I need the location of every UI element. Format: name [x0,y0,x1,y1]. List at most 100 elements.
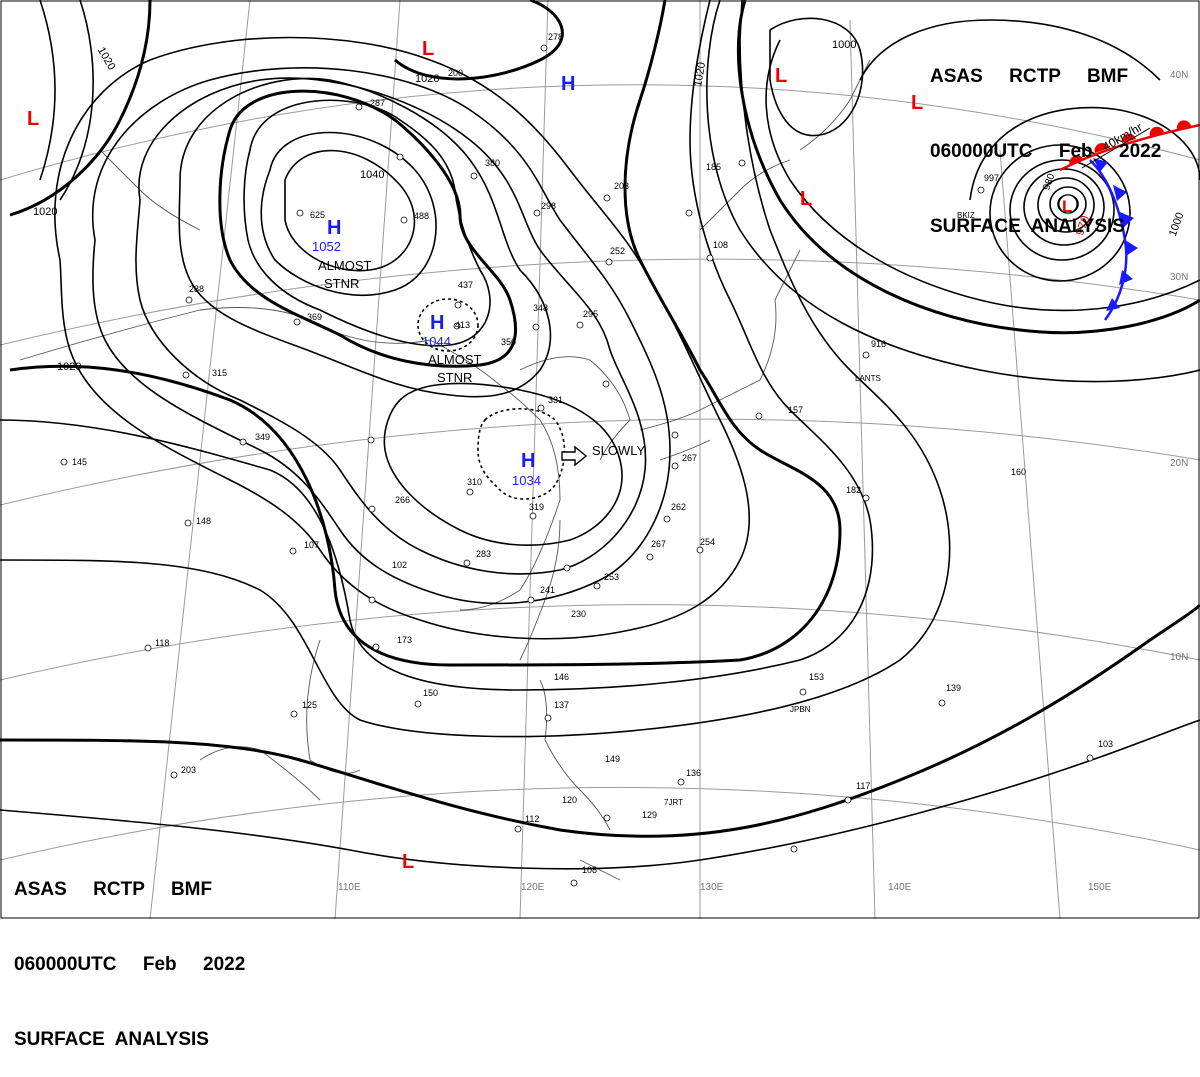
isobar-996-nw [769,17,864,137]
isobar-1048 [260,131,437,296]
dotted-isobars [417,298,566,500]
station-value: 230 [571,609,586,619]
high-pressure-1052: H 1052 ALMOST STNR [312,217,372,291]
station-dot [514,825,522,833]
station-dot [938,699,946,707]
station-value: 185 [706,162,721,172]
station-value: 148 [196,516,211,526]
station-dot [977,186,985,194]
station-value: 916 [871,339,886,349]
isobar-1024 [54,36,751,640]
station-value: 437 [458,280,473,290]
isobar-label: 1040 [360,169,384,181]
station-value: 319 [529,502,544,512]
header-bottom-line1: ASAS RCTP BMF [14,879,213,900]
station-dot [184,519,192,527]
station-value: 200 [448,68,463,78]
header-bottom-line3: SURFACE ANALYSIS [14,1029,209,1050]
station-dot [790,845,798,853]
station-dot [290,710,298,718]
station-dot [844,796,852,804]
longitude-label: 130E [700,882,724,893]
station-dot [696,546,704,554]
station-value: 253 [604,572,619,582]
station-value: 139 [946,683,961,693]
station-value: 182 [846,485,861,495]
station-dot [862,351,870,359]
station-value: 267 [682,453,697,463]
station-dot [544,714,552,722]
isobar-label: 1020 [57,361,81,373]
station-dot [671,462,679,470]
isobar-1032 [135,77,647,575]
low-symbol: L [911,92,923,114]
station-value: 137 [554,700,569,710]
station-dot [677,778,685,786]
station-value: 283 [476,549,491,559]
station-dot [400,216,408,224]
station-value: 145 [72,457,87,467]
low-symbol: L [800,188,812,210]
isobar-low-980 [1037,177,1095,233]
station-dot [144,644,152,652]
low-symbol: L [402,851,414,873]
motion-arrow-icon [561,445,588,467]
longitude-label: 120E [521,882,545,893]
station-dot [593,582,601,590]
station-dot [527,596,535,604]
isobar-left-west [39,0,56,181]
warm-front [1059,120,1200,172]
low-motion-arrow-icon [1081,127,1151,169]
isobar-label: 1020 [692,61,708,87]
low-pressure-symbols: L L L L L L [27,38,923,873]
station-dot [414,700,422,708]
station-dot [396,153,404,161]
motion-note: ALMOST [318,258,372,273]
station-value: 117 [856,781,870,791]
high-pressure-north: H [561,73,575,95]
longitude-label: 150E [1088,882,1112,893]
station-value: 173 [397,635,412,645]
dotted-isobar-1034 [477,407,566,500]
station-value: 331 [548,395,563,405]
station-dot [470,172,478,180]
isobar-label: 1020 [33,206,57,218]
header-top-line2: 060000UTC Feb 2022 [930,141,1162,162]
station-dot [862,494,870,502]
station-value: 380 [485,158,500,168]
high-symbol: H [561,73,575,95]
station-dot [463,559,471,567]
station-value: 136 [686,768,701,778]
station-dot [296,209,304,217]
station-value: 288 [189,284,204,294]
header-top-line1: ASAS RCTP BMF [930,66,1129,87]
high-symbol: H [430,312,444,334]
low-symbol: L [422,38,434,60]
station-value: 108 [713,240,728,250]
station-value: 112 [525,814,539,824]
motion-note: STNR [437,370,472,385]
high-pressure-1034: H 1034 SLOWLY [512,443,646,488]
longitude-labels: 110E 120E 130E 140E 150E [338,882,1112,893]
station-value: 160 [1011,467,1026,477]
station-dot [533,209,541,217]
station-dot [367,436,375,444]
high-pressure-1044: H 1044 ALMOST STNR [422,312,482,385]
station-id-7jrt: 7JRT [664,798,683,807]
station-value: 125 [302,700,317,710]
station-value: 108 [582,865,597,875]
high-value: 1034 [512,473,541,488]
station-dot [60,458,68,466]
station-dot [540,44,548,52]
station-dot [537,404,545,412]
station-value: 254 [700,537,715,547]
station-value: 153 [809,672,824,682]
high-symbol: H [521,450,535,472]
station-value: 350 [501,337,516,347]
station-dot [1086,754,1094,762]
header-top: ASAS RCTP BMF 060000UTC Feb 2022 SURFACE… [930,14,1161,264]
station-value: 203 [181,765,196,775]
station-value: 103 [1098,739,1113,749]
motion-note: ALMOST [428,352,482,367]
header-bottom: ASAS RCTP BMF 060000UTC Feb 2022 SURFACE… [14,827,245,1077]
